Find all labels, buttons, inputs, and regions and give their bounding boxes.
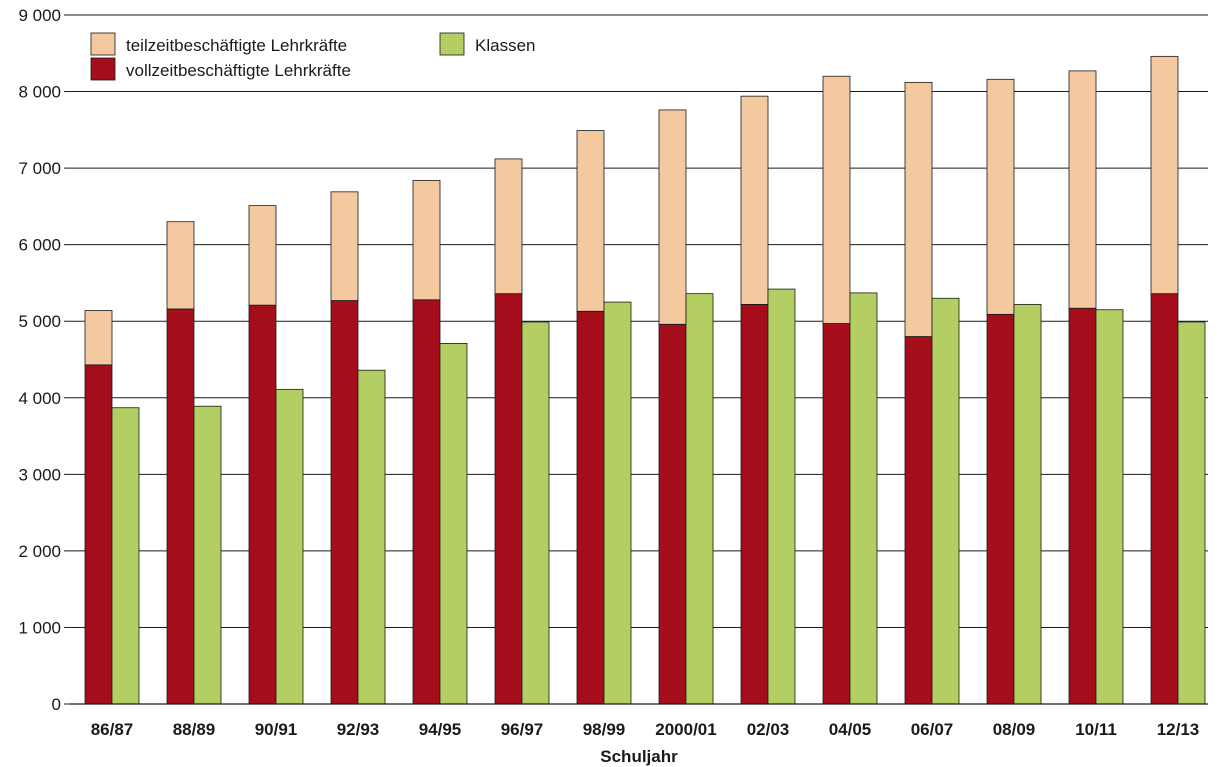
bar-teilzeit — [740, 95, 769, 305]
x-tick-label: 04/05 — [829, 720, 872, 739]
bar-teilzeit — [1150, 55, 1179, 295]
y-tick-label: 2 000 — [18, 542, 61, 561]
bar-klassen — [275, 388, 304, 705]
y-tick-label: 0 — [52, 695, 61, 714]
bar-vollzeit — [1068, 307, 1097, 705]
bar-teilzeit — [576, 130, 605, 312]
x-tick-label: 86/87 — [91, 720, 134, 739]
bar-vollzeit — [658, 323, 687, 705]
x-tick-label: 2000/01 — [655, 720, 716, 739]
bar-vollzeit — [822, 323, 851, 705]
legend-label-teilzeit: teilzeitbeschäftigte Lehrkräfte — [126, 36, 347, 55]
x-tick-label: 12/13 — [1157, 720, 1200, 739]
x-axis-categories: 86/87 88/89 90/91 92/93 94/95 96/97 98/99 2000/… — [91, 720, 1200, 739]
bar-vollzeit — [166, 308, 195, 705]
bar-klassen — [357, 369, 386, 705]
bar-vollzeit — [576, 310, 605, 705]
x-tick-label: 02/03 — [747, 720, 790, 739]
bar-klassen — [1177, 321, 1206, 705]
bar-vollzeit — [904, 336, 933, 705]
x-tick-label: 06/07 — [911, 720, 954, 739]
legend-swatch-teilzeit — [90, 32, 116, 56]
bar-teilzeit — [248, 205, 277, 306]
bar-klassen — [931, 297, 960, 705]
legend-label-klassen: Klassen — [475, 36, 535, 55]
x-tick-label: 10/11 — [1075, 720, 1117, 739]
bar-vollzeit — [248, 304, 277, 705]
x-tick-label: 96/97 — [501, 720, 544, 739]
bar-teilzeit — [412, 179, 441, 301]
y-tick-label: 4 000 — [18, 389, 61, 408]
bar-klassen — [767, 288, 796, 705]
y-tick-label: 9 000 — [18, 6, 61, 25]
y-axis-ticks: 0 1 000 2 000 3 000 4 000 5 000 6 000 7 000 8 00… — [18, 6, 70, 714]
bar-teilzeit — [1068, 70, 1097, 309]
bar-klassen — [849, 292, 878, 705]
legend: teilzeitbeschäftigte Lehrkräfte vollzeit… — [90, 32, 535, 81]
bar-klassen — [111, 407, 140, 705]
x-tick-label: 08/09 — [993, 720, 1036, 739]
legend-label-vollzeit: vollzeitbeschäftigte Lehrkräfte — [126, 61, 351, 80]
bar-vollzeit — [412, 299, 441, 705]
bar-klassen — [193, 405, 222, 705]
bar-vollzeit — [84, 364, 113, 705]
bar-teilzeit — [986, 78, 1015, 315]
y-tick-label: 3 000 — [18, 465, 61, 484]
x-tick-label: 90/91 — [255, 720, 298, 739]
x-tick-label: 88/89 — [173, 720, 216, 739]
legend-swatch-vollzeit — [90, 57, 116, 81]
bar-vollzeit — [986, 313, 1015, 705]
x-tick-label: 98/99 — [583, 720, 626, 739]
y-tick-label: 1 000 — [18, 618, 61, 637]
bar-teilzeit — [904, 81, 933, 337]
bar-teilzeit — [658, 109, 687, 325]
bar-klassen — [439, 343, 468, 705]
bar-klassen — [685, 293, 714, 705]
bar-klassen — [521, 321, 550, 705]
x-axis-title: Schuljahr — [600, 747, 678, 766]
legend-swatch-klassen — [439, 32, 465, 56]
y-tick-label: 6 000 — [18, 236, 61, 255]
x-tick-label: 94/95 — [419, 720, 462, 739]
bar-klassen — [1013, 303, 1042, 705]
bar-vollzeit — [330, 300, 359, 705]
bar-klassen — [1095, 309, 1124, 705]
bar-teilzeit — [166, 221, 195, 310]
bar-vollzeit — [1150, 293, 1179, 705]
y-tick-label: 8 000 — [18, 83, 61, 102]
bar-teilzeit — [84, 310, 113, 366]
bar-klassen — [603, 301, 632, 705]
bar-vollzeit — [740, 303, 769, 705]
bar-vollzeit — [494, 293, 523, 705]
x-tick-label: 92/93 — [337, 720, 380, 739]
bar-teilzeit — [330, 191, 359, 301]
y-tick-label: 7 000 — [18, 159, 61, 178]
bar-teilzeit — [494, 158, 523, 295]
y-tick-label: 5 000 — [18, 312, 61, 331]
bar-teilzeit — [822, 75, 851, 324]
bars — [84, 55, 1206, 705]
